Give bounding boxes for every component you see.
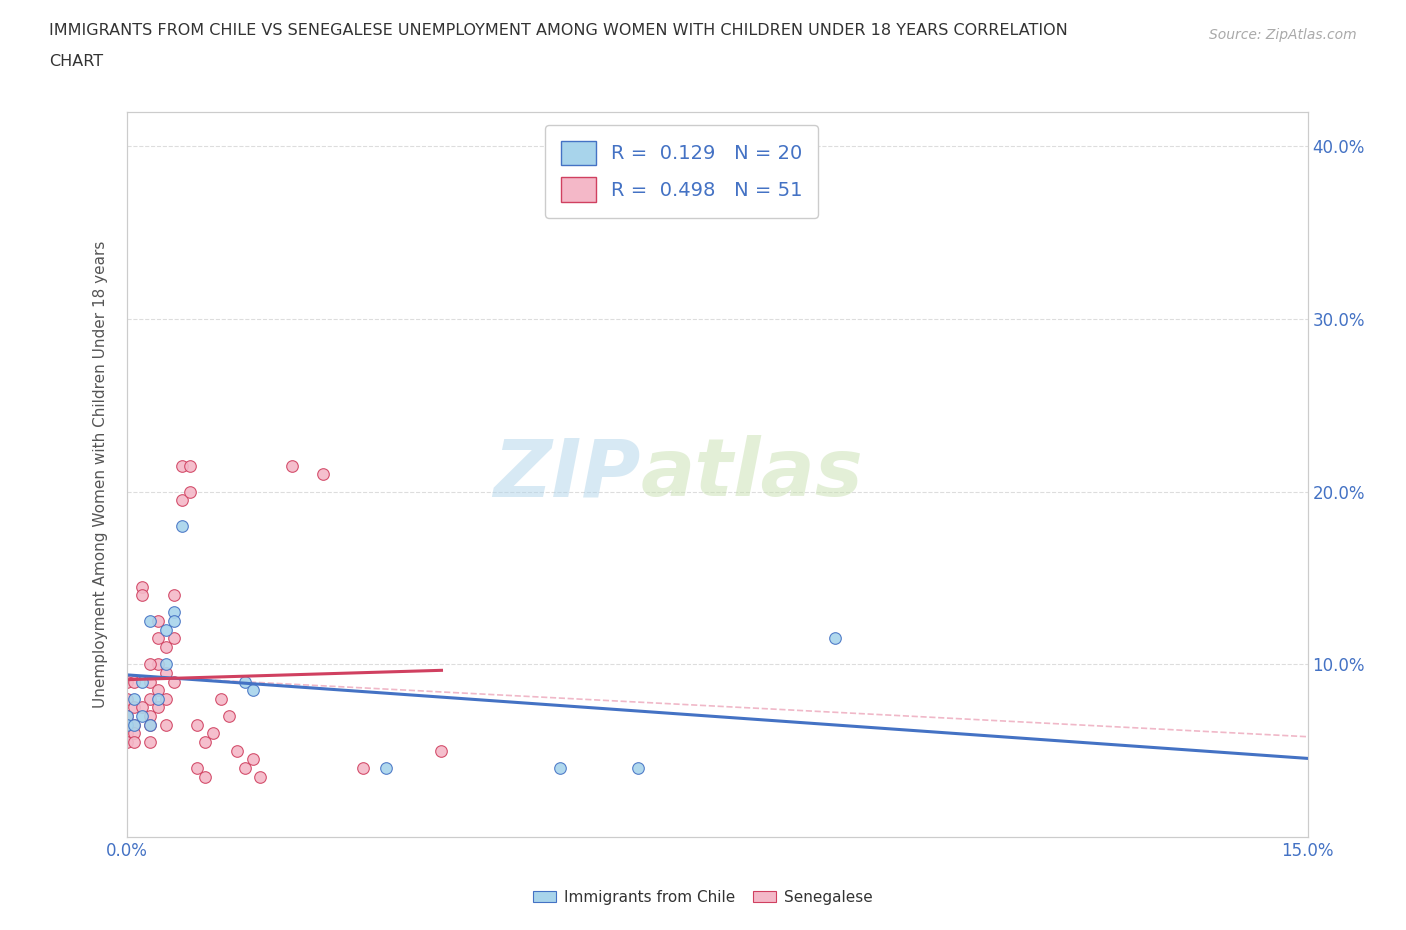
Point: [124, 717, 146, 732]
Point: [179, 458, 201, 473]
Legend: Immigrants from Chile, Senegalese: Immigrants from Chile, Senegalese: [527, 884, 879, 911]
Point: [209, 691, 232, 706]
Point: [115, 709, 138, 724]
Text: Source: ZipAtlas.com: Source: ZipAtlas.com: [1209, 28, 1357, 42]
Point: [225, 743, 247, 758]
Point: [115, 726, 138, 741]
Point: [124, 674, 146, 689]
Point: [312, 467, 335, 482]
Point: [375, 761, 398, 776]
Point: [139, 657, 162, 671]
Point: [824, 631, 846, 645]
Text: atlas: atlas: [640, 435, 863, 513]
Point: [115, 709, 138, 724]
Text: CHART: CHART: [49, 54, 103, 69]
Point: [155, 622, 177, 637]
Point: [124, 735, 146, 750]
Point: [146, 691, 169, 706]
Point: [242, 683, 264, 698]
Point: [163, 631, 186, 645]
Point: [352, 761, 374, 776]
Point: [146, 700, 169, 715]
Text: IMMIGRANTS FROM CHILE VS SENEGALESE UNEMPLOYMENT AMONG WOMEN WITH CHILDREN UNDER: IMMIGRANTS FROM CHILE VS SENEGALESE UNEM…: [49, 23, 1069, 38]
Point: [155, 640, 177, 655]
Point: [186, 717, 208, 732]
Point: [139, 709, 162, 724]
Point: [249, 769, 271, 784]
Point: [163, 674, 186, 689]
Point: [194, 769, 217, 784]
Point: [155, 657, 177, 671]
Point: [115, 691, 138, 706]
Point: [155, 666, 177, 681]
Point: [430, 743, 453, 758]
Point: [155, 717, 177, 732]
Point: [115, 717, 138, 732]
Point: [155, 691, 177, 706]
Point: [548, 761, 571, 776]
Y-axis label: Unemployment Among Women with Children Under 18 years: Unemployment Among Women with Children U…: [93, 241, 108, 708]
Point: [170, 519, 193, 534]
Point: [146, 614, 169, 629]
Point: [124, 726, 146, 741]
Point: [146, 683, 169, 698]
Point: [202, 726, 225, 741]
Point: [233, 674, 256, 689]
Point: [170, 458, 193, 473]
Point: [179, 485, 201, 499]
Point: [124, 691, 146, 706]
Point: [163, 614, 186, 629]
Point: [124, 700, 146, 715]
Point: [139, 717, 162, 732]
Point: [139, 735, 162, 750]
Text: ZIP: ZIP: [494, 435, 640, 513]
Point: [115, 674, 138, 689]
Point: [131, 579, 153, 594]
Point: [163, 588, 186, 603]
Point: [131, 588, 153, 603]
Point: [139, 674, 162, 689]
Point: [170, 493, 193, 508]
Point: [139, 614, 162, 629]
Point: [131, 709, 153, 724]
Point: [139, 717, 162, 732]
Point: [194, 735, 217, 750]
Point: [233, 761, 256, 776]
Point: [146, 631, 169, 645]
Point: [131, 674, 153, 689]
Legend: R =  0.129   N = 20, R =  0.498   N = 51: R = 0.129 N = 20, R = 0.498 N = 51: [546, 125, 818, 218]
Point: [139, 691, 162, 706]
Point: [218, 709, 240, 724]
Point: [186, 761, 208, 776]
Point: [146, 657, 169, 671]
Point: [124, 717, 146, 732]
Point: [627, 761, 650, 776]
Point: [131, 700, 153, 715]
Point: [242, 751, 264, 766]
Point: [281, 458, 304, 473]
Point: [115, 735, 138, 750]
Point: [115, 717, 138, 732]
Point: [163, 605, 186, 620]
